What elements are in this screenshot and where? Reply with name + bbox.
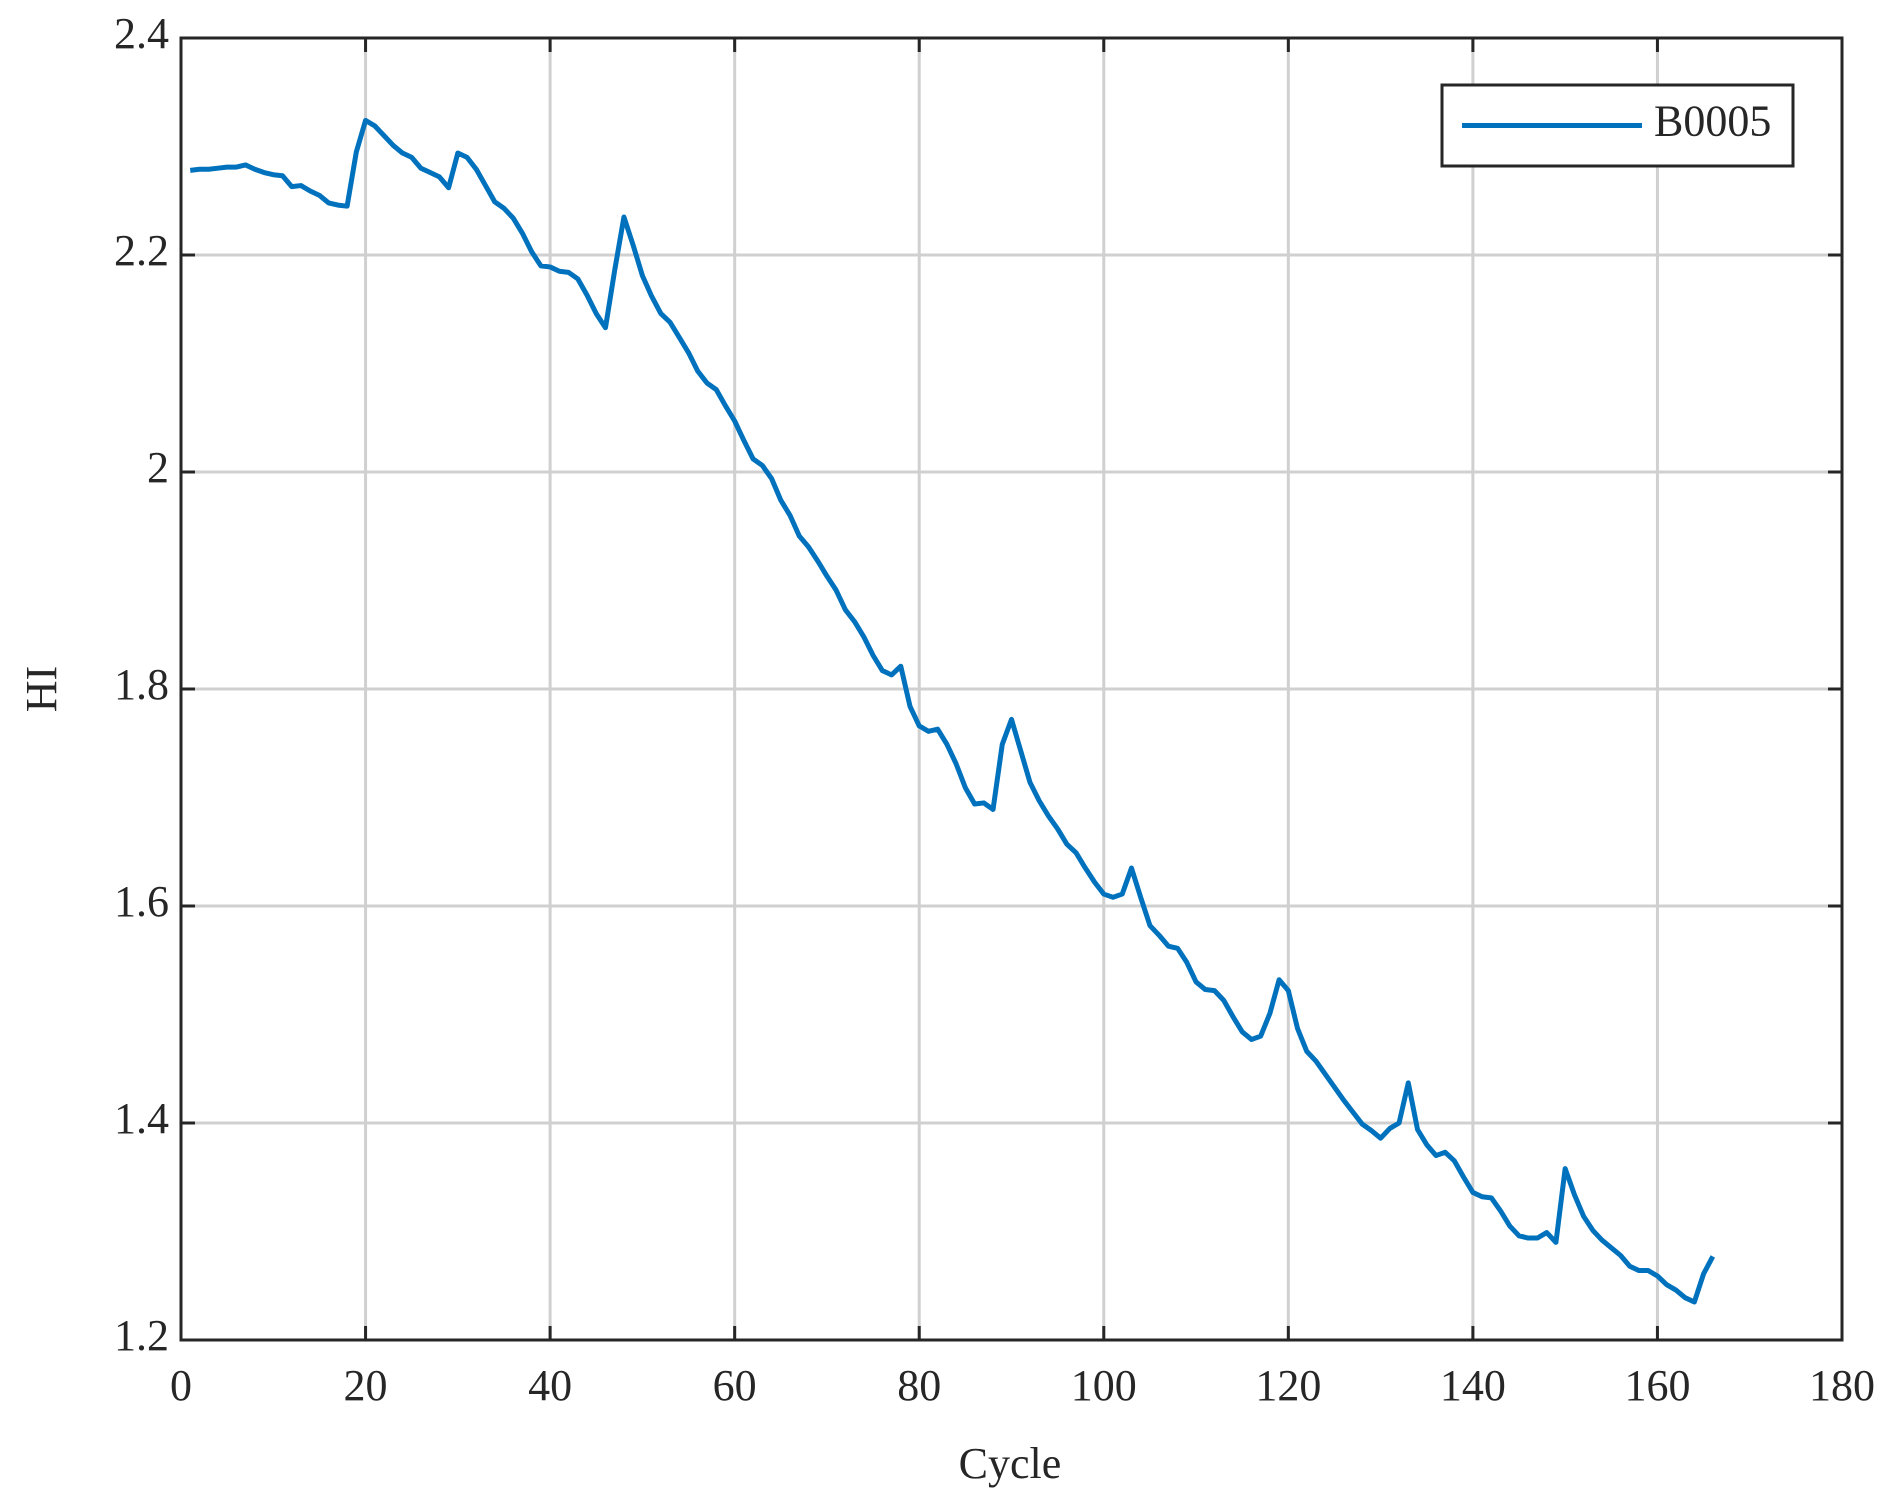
x-tick-label: 180 bbox=[1809, 1361, 1875, 1410]
y-tick-label: 1.2 bbox=[114, 1311, 169, 1360]
x-tick-label: 40 bbox=[528, 1361, 572, 1410]
x-tick-label: 0 bbox=[170, 1361, 192, 1410]
x-tick-label: 100 bbox=[1071, 1361, 1137, 1410]
y-tick-label: 2 bbox=[147, 443, 169, 492]
y-tick-label: 1.4 bbox=[114, 1094, 169, 1143]
x-tick-label: 140 bbox=[1440, 1361, 1506, 1410]
x-tick-label: 120 bbox=[1255, 1361, 1321, 1410]
x-tick-label: 80 bbox=[897, 1361, 941, 1410]
legend-label: B0005 bbox=[1654, 97, 1771, 146]
x-tick-label: 160 bbox=[1624, 1361, 1690, 1410]
x-tick-label: 60 bbox=[713, 1361, 757, 1410]
plot-frame bbox=[179, 36, 1844, 1342]
y-tick-label: 2.4 bbox=[114, 9, 169, 58]
data-line bbox=[189, 117, 1716, 1305]
y-tick-label: 2.2 bbox=[114, 226, 169, 275]
x-tick-label: 20 bbox=[344, 1361, 388, 1410]
y-tick-label: 1.8 bbox=[114, 660, 169, 709]
y-axis-label: HI bbox=[17, 666, 66, 712]
x-axis-label: Cycle bbox=[959, 1439, 1062, 1488]
y-tick-label: 1.6 bbox=[114, 877, 169, 926]
